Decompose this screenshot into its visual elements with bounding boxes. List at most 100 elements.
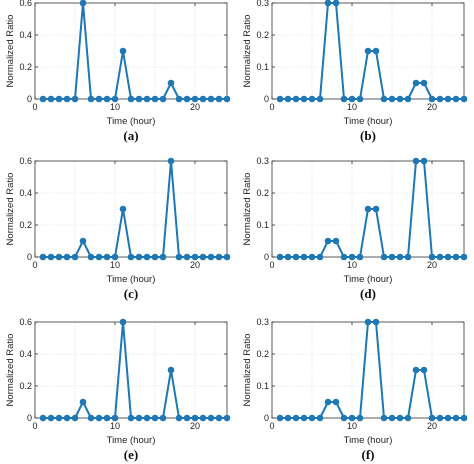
y-tick-label: 0.3 — [256, 156, 269, 166]
y-tick-label: 0.3 — [256, 0, 269, 8]
data-point — [340, 253, 348, 261]
y-tick-label: 0.6 — [19, 0, 32, 8]
data-point — [404, 253, 412, 261]
y-axis-label: Normalized Ratio — [5, 173, 16, 246]
data-point — [308, 95, 316, 103]
data-point — [191, 414, 199, 422]
chart-panel-d: 0 0.1 0.2 0.3 0 10 20 Time (hour) Normalized Rat… — [242, 156, 468, 301]
data-point — [79, 398, 87, 406]
y-tick-label: 0.2 — [19, 62, 32, 72]
plot-frame — [34, 321, 228, 419]
data-point — [111, 253, 119, 261]
y-tick-label: 0.2 — [256, 349, 269, 359]
x-tick-label: 20 — [427, 102, 437, 112]
data-point — [135, 253, 143, 261]
data-point — [324, 237, 332, 245]
data-point — [332, 237, 340, 245]
data-point — [71, 253, 79, 261]
data-point — [79, 0, 87, 7]
data-point — [364, 318, 372, 326]
data-point — [348, 414, 356, 422]
chart-panel-b: 0 0.1 0.2 0.3 0 10 20 Time (hour) Normalized Rat… — [242, 0, 468, 143]
y-tick-label: 0.2 — [19, 220, 32, 230]
data-point — [356, 414, 364, 422]
data-point — [372, 205, 380, 213]
series-line — [43, 2, 227, 100]
data-point — [199, 414, 207, 422]
data-point — [436, 414, 444, 422]
data-point — [284, 253, 292, 261]
data-point — [175, 414, 183, 422]
panel-caption: (c) — [124, 286, 138, 301]
data-point — [47, 253, 55, 261]
data-point — [276, 414, 284, 422]
data-point — [63, 414, 71, 422]
data-point — [356, 253, 364, 261]
data-point — [300, 95, 308, 103]
x-tick-label: 20 — [190, 102, 200, 112]
x-tick-label: 0 — [32, 421, 37, 431]
data-point — [412, 157, 420, 165]
data-point — [348, 95, 356, 103]
data-point — [87, 414, 95, 422]
data-point — [292, 95, 300, 103]
data-point — [199, 253, 207, 261]
x-tick-label: 20 — [427, 260, 437, 270]
y-tick-label: 0.4 — [19, 349, 32, 359]
data-point — [167, 157, 175, 165]
data-point — [127, 253, 135, 261]
data-point — [460, 253, 468, 261]
chart-panel-e: 0 0.2 0.4 0.6 0 10 20 Time (hour) Normalized Rat… — [5, 317, 231, 462]
data-point — [388, 253, 396, 261]
x-axis-label: Time (hour) — [107, 116, 156, 127]
data-point — [207, 253, 215, 261]
x-axis-label: Time (hour) — [107, 435, 156, 446]
x-tick-label: 10 — [347, 421, 357, 431]
x-tick-label: 0 — [269, 102, 274, 112]
data-point — [420, 157, 428, 165]
series-line — [43, 321, 227, 419]
x-tick-label: 10 — [110, 260, 120, 270]
data-point — [436, 95, 444, 103]
data-point — [324, 0, 332, 7]
panel-caption: (f) — [362, 447, 375, 462]
data-point — [452, 253, 460, 261]
data-point — [127, 414, 135, 422]
y-axis-label: Normalized Ratio — [242, 15, 253, 88]
y-tick-label: 0.6 — [19, 317, 32, 327]
chart-panel-c: 0 0.2 0.4 0.6 0 10 20 Time (hour) Normalized Rat… — [5, 156, 231, 301]
x-tick-label: 0 — [32, 260, 37, 270]
data-point — [95, 95, 103, 103]
data-point — [388, 414, 396, 422]
data-point — [420, 79, 428, 87]
plot-frame — [34, 160, 228, 258]
data-point — [159, 253, 167, 261]
data-point — [175, 253, 183, 261]
y-tick-label: 0.4 — [19, 30, 32, 40]
data-point — [207, 95, 215, 103]
x-tick-label: 10 — [110, 102, 120, 112]
data-point — [39, 253, 47, 261]
data-point — [412, 79, 420, 87]
data-point — [292, 414, 300, 422]
data-point — [380, 95, 388, 103]
data-point — [151, 414, 159, 422]
series-line — [280, 321, 464, 419]
data-point — [111, 414, 119, 422]
data-point — [207, 414, 215, 422]
data-point — [452, 95, 460, 103]
data-point — [284, 414, 292, 422]
data-point — [199, 95, 207, 103]
data-point — [404, 95, 412, 103]
x-tick-label: 10 — [347, 102, 357, 112]
x-tick-label: 20 — [190, 260, 200, 270]
y-tick-label: 0.1 — [256, 381, 269, 391]
x-tick-label: 20 — [190, 421, 200, 431]
data-point — [332, 0, 340, 7]
x-axis-label: Time (hour) — [344, 274, 393, 285]
data-point — [223, 414, 231, 422]
data-point — [175, 95, 183, 103]
y-axis-label: Normalized Ratio — [242, 173, 253, 246]
data-point — [103, 95, 111, 103]
data-point — [428, 95, 436, 103]
